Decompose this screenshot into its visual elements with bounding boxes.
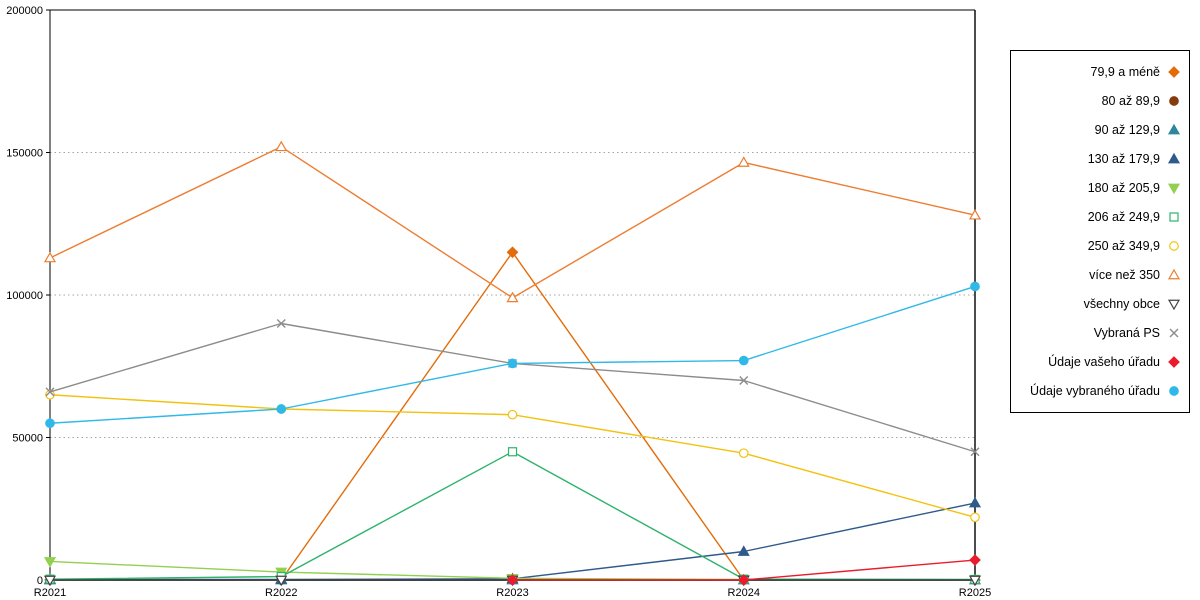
marker-triangle-up	[506, 291, 519, 303]
marker-circle	[507, 409, 518, 420]
marker-x	[276, 319, 286, 328]
marker-triangle-down	[1167, 183, 1181, 195]
legend: 79,9 a méně 80 až 89,9 90 až 129,9 130 až 1…	[1010, 50, 1190, 413]
marker-triangle-up	[968, 496, 982, 508]
marker-triangle-down	[968, 575, 982, 587]
legend-item: 180 až 205,9	[1019, 177, 1181, 199]
marker-square	[1169, 212, 1179, 222]
marker-triangle-up	[275, 140, 288, 152]
marker-circle	[738, 355, 749, 366]
marker-triangle-up	[968, 208, 982, 220]
legend-item: více než 350	[1019, 264, 1181, 286]
marker-circle	[1169, 96, 1179, 106]
legend-triangle-down-icon	[1167, 299, 1181, 311]
y-tick-label: 200000	[6, 5, 43, 17]
legend-x-icon	[1169, 328, 1179, 338]
legend-diamond-icon	[1168, 356, 1180, 368]
marker-triangle-down	[43, 575, 57, 587]
legend-item: Údaje vašeho úřadu	[1019, 351, 1181, 373]
x-tick-label: R2024	[728, 587, 760, 599]
y-tick-label: 150000	[6, 148, 43, 160]
marker-x	[739, 376, 749, 385]
marker-circle	[738, 448, 749, 459]
y-tick-label: 0	[37, 575, 43, 587]
marker-square	[507, 447, 518, 457]
marker-triangle-down	[275, 575, 288, 587]
legend-label: 90 až 129,9	[1094, 123, 1160, 137]
marker-circle	[1169, 241, 1179, 251]
legend-label: 80 až 89,9	[1101, 94, 1160, 108]
series-line	[49, 322, 976, 453]
legend-label: 79,9 a méně	[1090, 65, 1161, 79]
legend-diamond-icon	[1168, 66, 1180, 78]
legend-item: 250 až 349,9	[1019, 235, 1181, 257]
marker-circle	[45, 389, 55, 400]
marker-triangle-down	[43, 557, 57, 568]
marker-triangle-up	[1167, 152, 1181, 164]
marker-triangle-down	[1167, 299, 1181, 311]
legend-triangle-up-icon	[1167, 123, 1181, 135]
marker-diamond	[506, 246, 519, 259]
legend-item: 206 až 249,9	[1019, 206, 1181, 228]
marker-circle	[45, 418, 55, 429]
legend-label: všechny obce	[1083, 297, 1160, 311]
marker-diamond	[969, 554, 981, 566]
marker-diamond	[1168, 66, 1180, 78]
marker-triangle-up	[737, 156, 750, 167]
legend-circle-icon	[1169, 241, 1179, 251]
legend-item: 90 až 129,9	[1019, 119, 1181, 141]
marker-diamond	[506, 574, 519, 586]
marker-x	[970, 447, 980, 457]
x-tick-label: R2022	[265, 587, 297, 599]
legend-item: Údaje vybraného úřadu	[1019, 380, 1181, 402]
legend-circle-icon	[1169, 386, 1179, 396]
legend-label: 250 až 349,9	[1087, 239, 1160, 253]
y-tick-label: 50000	[12, 433, 43, 445]
marker-triangle-up	[737, 545, 750, 556]
legend-item: 130 až 179,9	[1019, 148, 1181, 170]
x-tick-label: R2023	[496, 587, 528, 599]
marker-diamond	[1168, 356, 1180, 368]
marker-x	[45, 387, 55, 397]
marker-circle	[276, 404, 287, 414]
marker-triangle-up	[43, 251, 57, 263]
legend-triangle-up-icon	[1167, 268, 1181, 280]
marker-triangle-up	[1167, 123, 1181, 135]
legend-label: 206 až 249,9	[1087, 210, 1160, 224]
legend-label: více než 350	[1089, 268, 1160, 282]
legend-triangle-down-icon	[1167, 183, 1181, 195]
legend-item: 79,9 a méně	[1019, 61, 1181, 83]
marker-circle	[507, 358, 518, 369]
legend-item: 80 až 89,9	[1019, 90, 1181, 112]
legend-item: všechny obce	[1019, 293, 1181, 315]
x-tick-label: R2021	[34, 587, 66, 599]
legend-label: 180 až 205,9	[1087, 181, 1160, 195]
legend-circle-icon	[1169, 96, 1179, 106]
series-line	[49, 146, 976, 299]
legend-label: Vybraná PS	[1093, 326, 1160, 340]
legend-label: Údaje vašeho úřadu	[1048, 355, 1160, 369]
marker-x	[1169, 328, 1179, 338]
legend-triangle-up-icon	[1167, 152, 1181, 164]
marker-circle	[1169, 386, 1179, 396]
x-tick-label: R2025	[959, 587, 991, 599]
legend-label: 130 až 179,9	[1087, 152, 1160, 166]
legend-label: Údaje vybraného úřadu	[1030, 384, 1160, 398]
y-tick-label: 100000	[6, 290, 43, 302]
legend-square-icon	[1169, 212, 1179, 222]
marker-triangle-up	[1167, 268, 1181, 280]
marker-diamond	[737, 574, 750, 586]
marker-circle	[970, 281, 980, 292]
series-line	[49, 451, 976, 581]
legend-item: Vybraná PS	[1019, 322, 1181, 344]
marker-circle	[970, 512, 980, 523]
